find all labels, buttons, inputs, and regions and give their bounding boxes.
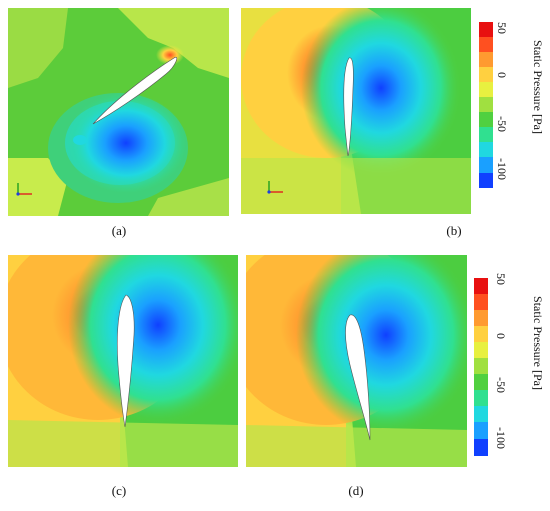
caption-a: (a) xyxy=(111,223,127,238)
caption-c: (c) xyxy=(111,483,127,498)
colorbar-bottom-label: Static Pressure [Pa] xyxy=(531,296,545,390)
contour-panel-a xyxy=(8,8,229,216)
airfoil xyxy=(343,57,354,157)
colorbar-top-tick: 0 xyxy=(495,72,509,78)
colorbar-bottom xyxy=(474,278,488,456)
colorbar-top-tick: -50 xyxy=(495,116,509,132)
colorbar-bottom-tick: -100 xyxy=(494,427,508,449)
airfoil xyxy=(345,314,371,441)
contour-panel-b xyxy=(241,8,471,214)
colorbar-bottom-tick: -50 xyxy=(494,377,508,393)
axis-triad-icon xyxy=(14,180,38,198)
axis-triad-icon xyxy=(265,178,289,196)
caption-d: (d) xyxy=(348,483,364,498)
airfoil xyxy=(116,294,135,428)
caption-b: (b) xyxy=(446,223,462,238)
colorbar-top xyxy=(479,22,493,188)
contour-panel-c xyxy=(8,255,238,467)
contour-panel-d xyxy=(246,255,467,467)
colorbar-bottom-tick: 0 xyxy=(494,333,508,339)
airfoil xyxy=(92,56,178,125)
colorbar-top-tick: 50 xyxy=(495,22,509,34)
colorbar-top-label: Static Pressure [Pa] xyxy=(531,40,545,134)
colorbar-top-tick: -100 xyxy=(495,158,509,180)
colorbar-bottom-tick: 50 xyxy=(494,273,508,285)
